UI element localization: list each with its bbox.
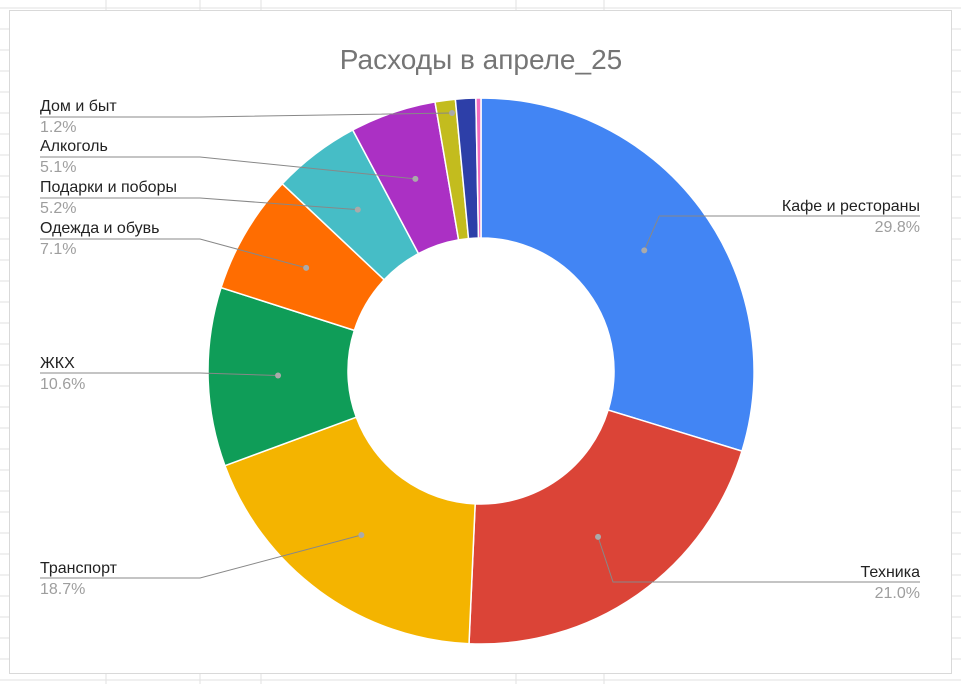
leader-line (40, 372, 279, 376)
slice-percent: 29.8% (875, 219, 920, 236)
leader-dot (641, 247, 648, 254)
slice-label: Кафе и рестораны (782, 198, 920, 215)
donut-slice[interactable] (475, 97, 482, 239)
slice-percent: 21.0% (875, 585, 920, 602)
donut-slice-техника[interactable] (468, 409, 743, 645)
leader-dot (449, 110, 455, 116)
slice-label: Дом и быт (40, 98, 117, 115)
leader-line (597, 536, 920, 583)
slice-label: Техника (861, 564, 921, 581)
slice-percent: 1.2% (40, 119, 76, 136)
slice-label: Одежда и обувь (40, 220, 159, 237)
slice-percent: 10.6% (40, 376, 85, 393)
leader-line (40, 238, 307, 269)
slice-percent: 18.7% (40, 581, 85, 598)
leader-dot (354, 206, 361, 213)
donut-slice-транспорт[interactable] (223, 416, 476, 645)
leader-line (40, 156, 416, 180)
leader-dot (595, 533, 602, 540)
leader-line (40, 197, 358, 211)
leader-line (643, 215, 920, 251)
slice-label: Подарки и поборы (40, 179, 177, 196)
slice-label: ЖКХ (40, 355, 75, 372)
slice-percent: 5.2% (40, 200, 76, 217)
leader-line (40, 112, 453, 118)
leader-dot (358, 532, 365, 539)
slice-percent: 7.1% (40, 241, 76, 258)
leader-dot (303, 264, 310, 271)
slice-percent: 5.1% (40, 159, 76, 176)
leader-dot (412, 175, 419, 182)
chart-title: Расходы в апреле_25 (340, 44, 622, 75)
leader-line (40, 534, 362, 579)
slice-label: Транспорт (40, 560, 118, 577)
slice-label: Алкоголь (40, 138, 108, 155)
donut-slice-кафе-и-рестораны[interactable] (480, 97, 755, 453)
leader-dot (275, 372, 282, 379)
